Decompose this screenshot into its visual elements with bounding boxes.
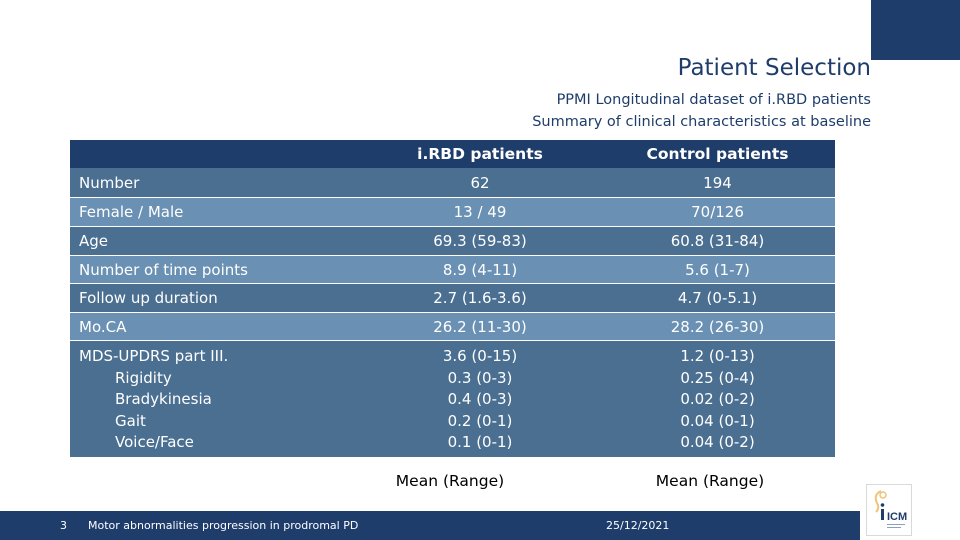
row-label: Follow up duration [79,289,218,307]
slide-subtitle: PPMI Longitudinal dataset of i.RBD patie… [532,90,871,133]
subtitle-line-2: Summary of clinical characteristics at b… [532,113,871,130]
irbd-value: 13 / 49 [453,203,507,221]
table-row: Female / Male 13 / 49 70/126 [70,198,835,227]
control-value: 0.04 (0-2) [680,433,755,451]
page-number: 3 [60,519,67,532]
row-label: Female / Male [79,203,184,221]
table-row: Number 62 194 [70,168,835,198]
slide-title: Patient Selection [677,55,871,81]
control-value: 5.6 (1-7) [685,260,750,279]
irbd-value: 2.7 (1.6-3.6) [433,289,527,307]
row-label: Number of time points [79,260,248,279]
updrs-label-voice-face: Voice/Face [115,433,194,451]
icm-logo: ICM [866,484,912,536]
control-mean-range-label: Mean (Range) [655,472,765,490]
control-value: 4.7 (0-5.1) [677,289,758,307]
row-label: Mo.CA [79,317,127,336]
corner-accent-block [871,0,960,60]
row-label: Number [79,173,140,192]
irbd-value: 0.1 (0-1) [447,433,513,451]
clinical-characteristics-table: i.RBD patients Control patients Number 6… [70,140,835,458]
subtitle-line-1: PPMI Longitudinal dataset of i.RBD patie… [556,92,871,108]
table-header-row: i.RBD patients Control patients [70,140,835,168]
control-value: 1.2 (0-13) [680,347,755,365]
control-value: 70/126 [691,203,744,221]
irbd-value: 0.3 (0-3) [447,368,513,387]
irbd-value: 0.2 (0-1) [447,411,513,430]
irbd-value: 0.4 (0-3) [447,390,513,408]
header-irbd: i.RBD patients [417,145,543,163]
irbd-value: 8.9 (4-11) [442,260,518,279]
footer-bar: 3 Motor abnormalities progression in pro… [0,511,860,540]
updrs-label-bradykinesia: Bradykinesia [115,390,212,408]
irbd-value: 69.3 (59-83) [433,232,527,250]
irbd-value: 26.2 (11-30) [433,317,527,336]
updrs-irbd-values: 3.6 (0-15) 0.3 (0-3) 0.4 (0-3) 0.2 (0-1)… [360,346,600,454]
control-value: 28.2 (26-30) [670,317,765,336]
control-value: 0.04 (0-1) [680,411,755,430]
irbd-value: 62 [470,173,490,192]
updrs-labels: MDS-UPDRS part III. Rigidity Bradykinesi… [70,346,360,454]
row-label: Age [79,232,109,250]
logo-text: ICM [887,511,907,523]
updrs-label-rigidity: Rigidity [115,368,172,387]
control-value: 60.8 (31-84) [670,232,765,250]
table-row: Age 69.3 (59-83) 60.8 (31-84) [70,227,835,256]
control-value: 194 [703,173,732,192]
irbd-value: 3.6 (0-15) [442,347,518,365]
irbd-mean-range-label: Mean (Range) [395,472,505,490]
updrs-control-values: 1.2 (0-13) 0.25 (0-4) 0.02 (0-2) 0.04 (0… [600,346,835,454]
table-row: Number of time points 8.9 (4-11) 5.6 (1-… [70,256,835,284]
icm-logo-icon: ICM [874,490,907,528]
table-footnotes: Mean (Range) Mean (Range) [0,472,960,496]
table-row: Follow up duration 2.7 (1.6-3.6) 4.7 (0-… [70,284,835,313]
updrs-label-gait: Gait [115,411,146,430]
header-control: Control patients [646,145,789,163]
control-value: 0.02 (0-2) [680,390,755,408]
table-row-updrs: MDS-UPDRS part III. Rigidity Bradykinesi… [70,341,835,458]
footer-deck-title: Motor abnormalities progression in prodr… [88,519,359,532]
control-value: 0.25 (0-4) [680,368,755,387]
table-row: Mo.CA 26.2 (11-30) 28.2 (26-30) [70,313,835,341]
updrs-label-total: MDS-UPDRS part III. [79,347,229,365]
footer-date: 25/12/2021 [606,519,670,532]
